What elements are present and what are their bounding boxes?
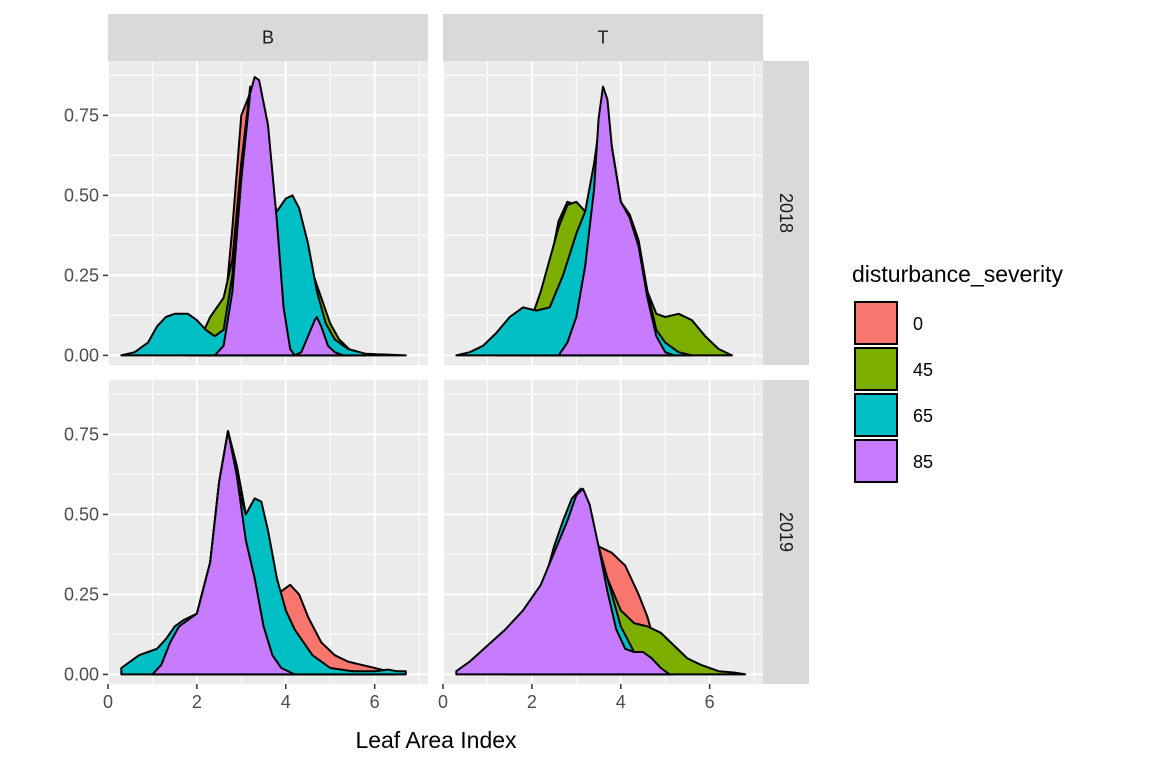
x-tick-label: 2 bbox=[527, 692, 537, 712]
x-tick-label: 4 bbox=[281, 692, 291, 712]
x-tick-label: 2 bbox=[192, 692, 202, 712]
x-tick-label: 0 bbox=[438, 692, 448, 712]
legend-title: disturbance_severity bbox=[852, 261, 1063, 287]
y-tick-label: 0.00 bbox=[64, 345, 99, 365]
legend-label: 85 bbox=[913, 452, 933, 472]
legend-label: 45 bbox=[913, 360, 933, 380]
density-area-85 bbox=[213, 76, 345, 357]
y-tick-label: 0.25 bbox=[64, 265, 99, 285]
legend-key-45 bbox=[854, 347, 898, 391]
panel-t-2019: 0 2 4 6 bbox=[438, 380, 763, 712]
density-area-85 bbox=[557, 85, 676, 357]
density-area-65 bbox=[120, 430, 407, 676]
x-tick-label: 6 bbox=[705, 692, 715, 712]
facet-strip-label: T bbox=[598, 28, 609, 48]
y-tick-label: 0.50 bbox=[64, 504, 99, 524]
legend-key-65 bbox=[854, 393, 898, 437]
facet-panels: B T201820190.000.250.500.750.000.250.500.… bbox=[64, 14, 809, 712]
facet-strip-label: 2018 bbox=[776, 193, 796, 233]
facet-strip-label: 2019 bbox=[776, 512, 796, 552]
y-tick-label: 0.75 bbox=[64, 424, 99, 444]
x-tick-label: 6 bbox=[370, 692, 380, 712]
y-tick-label: 0.00 bbox=[64, 664, 99, 684]
density-area-85 bbox=[151, 430, 296, 676]
facet-strip-t bbox=[443, 14, 763, 61]
x-tick-label: 4 bbox=[616, 692, 626, 712]
y-tick-label: 0.25 bbox=[64, 584, 99, 604]
panel-b-2018: 0.00 0.25 0.50 0.75 bbox=[64, 61, 428, 365]
legend-key-0 bbox=[854, 301, 898, 345]
legend-label: 0 bbox=[913, 314, 923, 334]
legend-label: 65 bbox=[913, 406, 933, 426]
legend-key-85 bbox=[854, 439, 898, 483]
legend: 0 45 65 85 bbox=[854, 301, 933, 483]
y-tick-label: 0.50 bbox=[64, 185, 99, 205]
facet-strip-b bbox=[108, 14, 428, 61]
panel-b-2019: 0.00 0.25 0.50 0.75 0 2 4 6 bbox=[64, 380, 428, 712]
density-area-85 bbox=[455, 487, 671, 676]
panel-t-2018 bbox=[442, 61, 763, 365]
facet-strip-label: B bbox=[262, 28, 274, 48]
facet-strip-2019 bbox=[763, 380, 809, 684]
facet-strip-2018 bbox=[763, 61, 809, 365]
x-axis-title: Leaf Area Index bbox=[355, 727, 517, 753]
x-tick-label: 0 bbox=[103, 692, 113, 712]
y-tick-label: 0.75 bbox=[64, 105, 99, 125]
